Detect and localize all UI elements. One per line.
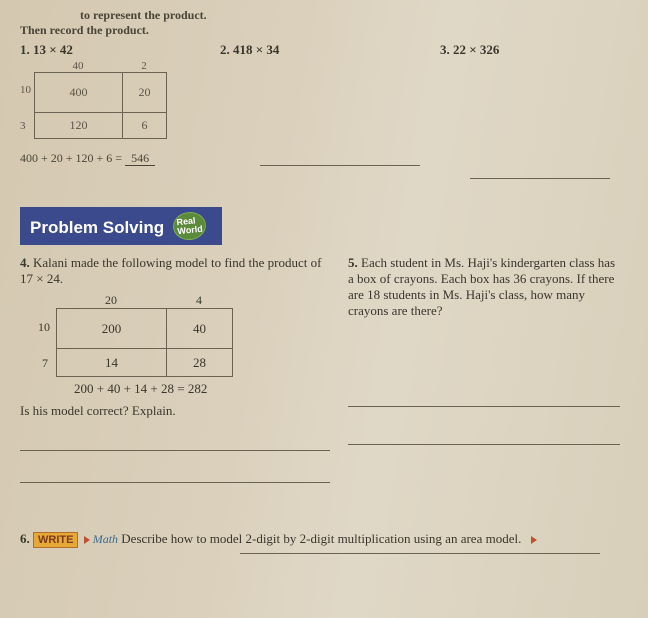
problem-3-expr: 22 × 326 bbox=[453, 42, 499, 57]
instruction: Then record the product. bbox=[20, 23, 620, 38]
q4-equation: 200 + 40 + 14 + 28 = 282 bbox=[74, 381, 330, 397]
instruction-partial: to represent the product. bbox=[80, 8, 620, 23]
model1-row-label-1: 10 bbox=[20, 84, 31, 96]
model1-col-label-1: 40 bbox=[34, 60, 122, 72]
q4-col-label-1: 20 bbox=[56, 293, 166, 308]
q6-text: Describe how to model 2-digit by 2-digit… bbox=[121, 531, 521, 546]
q5-num: 5. bbox=[348, 255, 358, 270]
q5-answer-line-1 bbox=[348, 393, 620, 407]
area-model-1: 40 2 10 3 400 20 120 6 400 + 20 + 120 + … bbox=[20, 60, 620, 179]
problem-3-num: 3. bbox=[440, 42, 450, 57]
q4-text: Kalani made the following model to find … bbox=[20, 255, 321, 286]
write-badge: WRITE bbox=[33, 532, 78, 548]
questions-row: 4. Kalani made the following model to fi… bbox=[20, 255, 620, 483]
q6-answer-line bbox=[240, 550, 600, 554]
question-5: 5. Each student in Ms. Haji's kindergart… bbox=[348, 255, 620, 483]
q6-num: 6. bbox=[20, 531, 30, 546]
model1-cell-10: 120 bbox=[35, 113, 123, 139]
problem-3: 3. 22 × 326 bbox=[440, 42, 620, 58]
problem-1-expr: 13 × 42 bbox=[33, 42, 73, 57]
badge-bottom: World bbox=[177, 224, 203, 237]
triangle-icon bbox=[84, 536, 90, 544]
math-label: Math bbox=[93, 532, 118, 546]
problem-2-num: 2. bbox=[220, 42, 230, 57]
problem-2: 2. 418 × 34 bbox=[220, 42, 440, 58]
problem-2-expr: 418 × 34 bbox=[233, 42, 279, 57]
q4-row-label-2: 7 bbox=[42, 356, 48, 371]
problem-solving-heading: Problem Solving Real World bbox=[20, 207, 222, 245]
model1-answer: 546 bbox=[125, 151, 155, 166]
problem-3-answer-line bbox=[470, 163, 610, 179]
model1-cell-01: 20 bbox=[123, 73, 167, 113]
ps-heading-text: Problem Solving bbox=[30, 218, 164, 237]
model1-grid: 400 20 120 6 bbox=[34, 72, 167, 139]
q4-answer-line-2 bbox=[20, 469, 330, 483]
q4-cell-01: 40 bbox=[167, 309, 233, 349]
question-6: 6. WRITE Math Describe how to model 2-di… bbox=[20, 531, 620, 554]
q4-cell-00: 200 bbox=[57, 309, 167, 349]
triangle-icon-2 bbox=[531, 536, 537, 544]
problem-1: 1. 13 × 42 bbox=[20, 42, 220, 58]
model1-cell-00: 400 bbox=[35, 73, 123, 113]
problem-2-answer-line bbox=[260, 150, 420, 166]
model1-col-label-2: 2 bbox=[122, 60, 166, 72]
q4-ask: Is his model correct? Explain. bbox=[20, 403, 330, 419]
q4-grid: 200 40 14 28 bbox=[56, 308, 233, 377]
problem-1-num: 1. bbox=[20, 42, 30, 57]
q4-cell-11: 28 bbox=[167, 349, 233, 377]
q5-answer-line-2 bbox=[348, 431, 620, 445]
q4-answer-line-1 bbox=[20, 437, 330, 451]
problem-row: 1. 13 × 42 2. 418 × 34 3. 22 × 326 bbox=[20, 42, 620, 58]
q4-cell-10: 14 bbox=[57, 349, 167, 377]
model1-eq-text: 400 + 20 + 120 + 6 = bbox=[20, 151, 122, 165]
q4-row-label-1: 10 bbox=[38, 320, 50, 335]
q4-col-label-2: 4 bbox=[166, 293, 232, 308]
model1-row-label-2: 3 bbox=[20, 120, 26, 132]
q4-num: 4. bbox=[20, 255, 30, 270]
q5-text: Each student in Ms. Haji's kindergarten … bbox=[348, 255, 615, 318]
question-4: 4. Kalani made the following model to fi… bbox=[20, 255, 330, 483]
real-world-badge: Real World bbox=[172, 210, 208, 241]
model1-cell-11: 6 bbox=[123, 113, 167, 139]
